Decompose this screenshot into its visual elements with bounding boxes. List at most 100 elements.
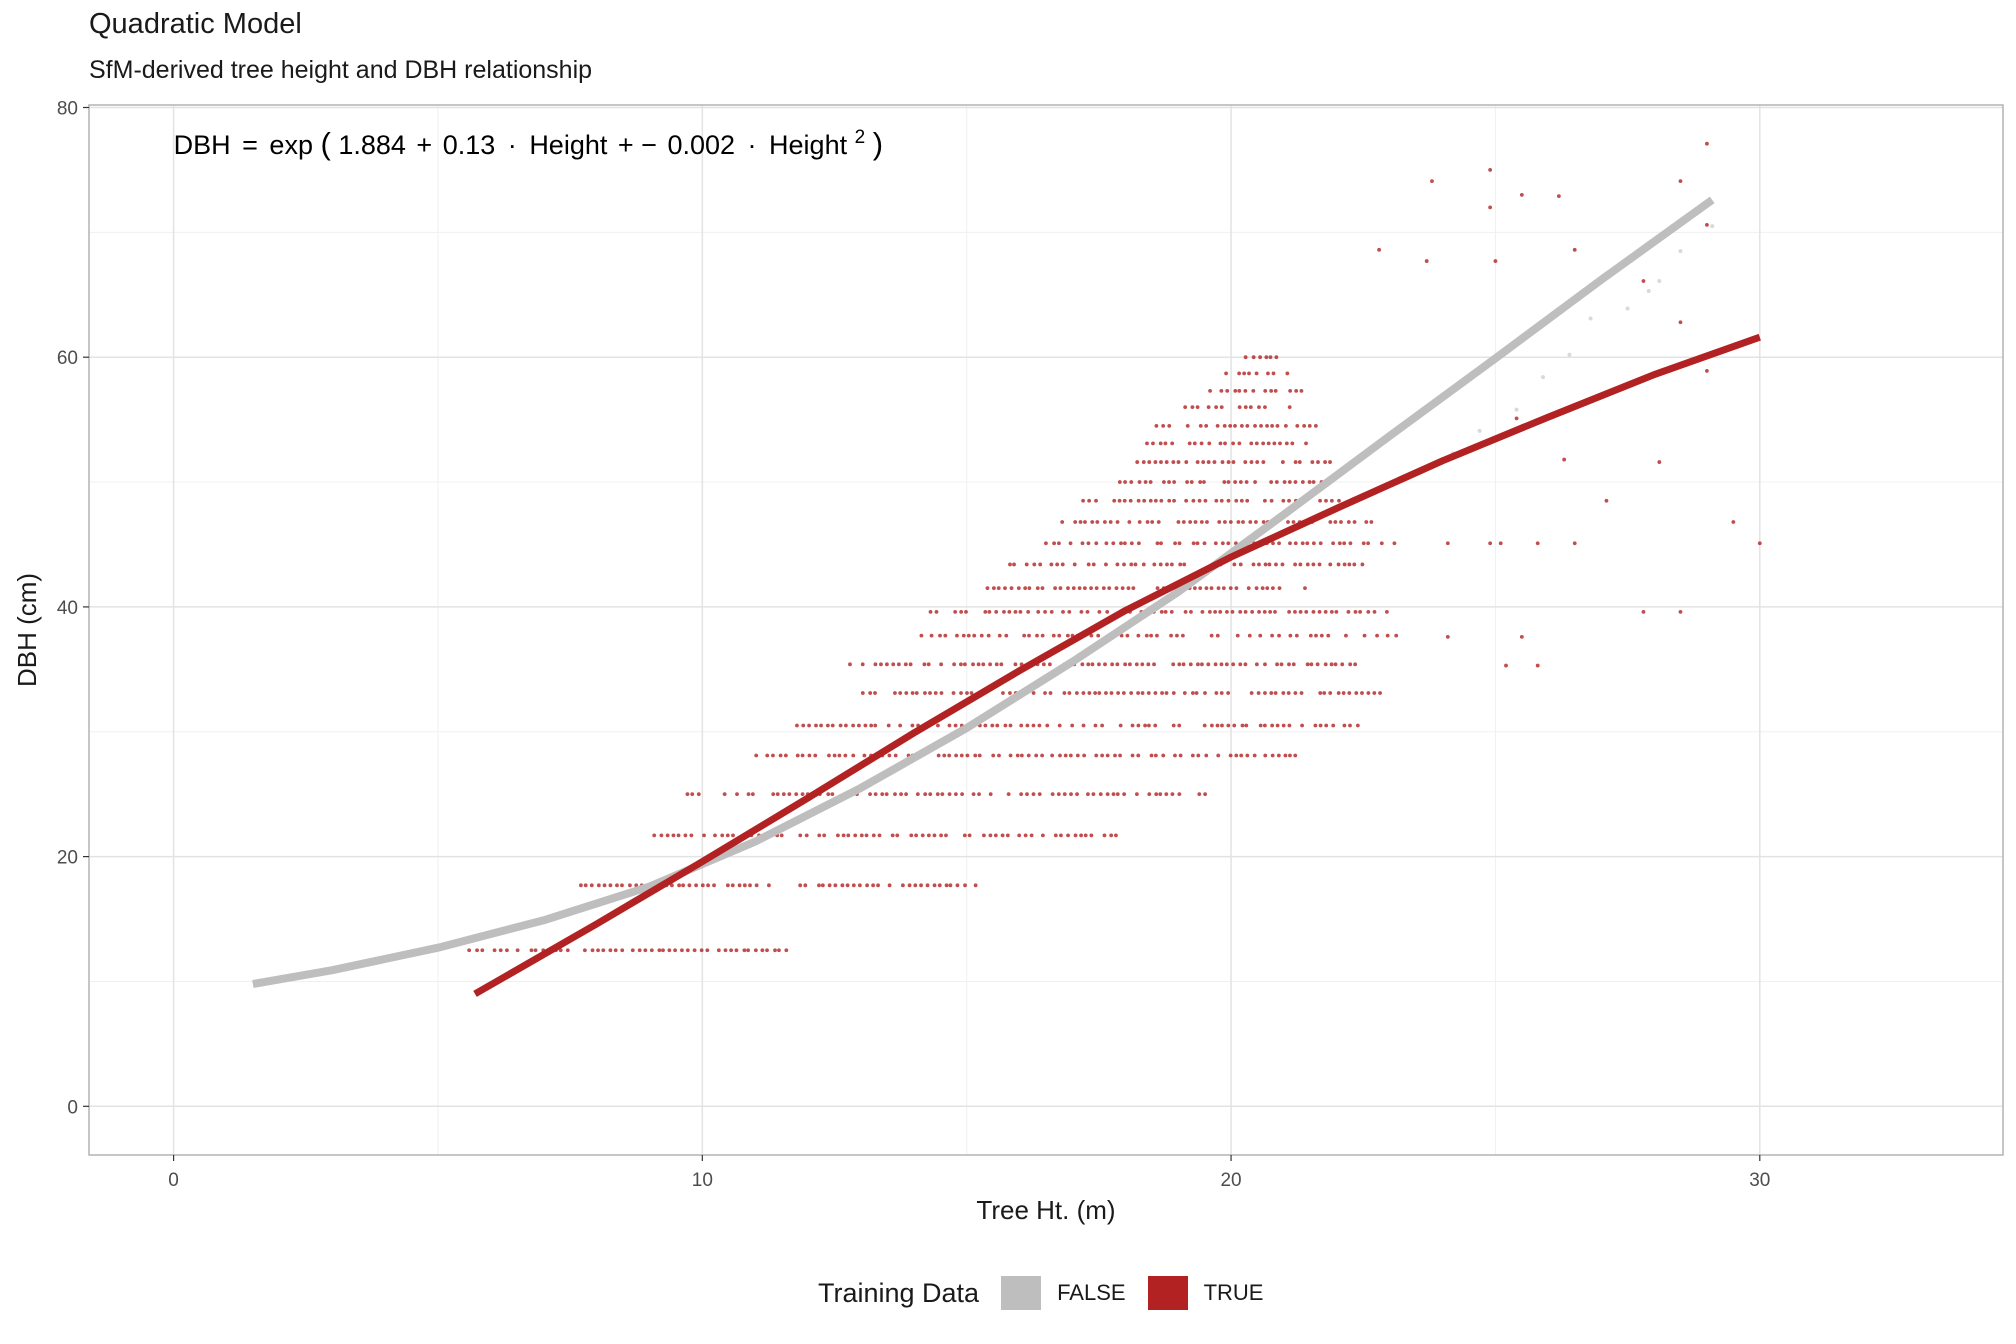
true-point	[871, 833, 876, 838]
true-point	[896, 662, 901, 667]
true-point	[1223, 441, 1227, 446]
true-point	[1163, 609, 1168, 614]
true-point	[1136, 723, 1141, 728]
true-point	[873, 792, 878, 797]
true-point	[1255, 460, 1260, 464]
true-point	[665, 833, 670, 838]
true-point	[1341, 691, 1346, 695]
true-fit-line	[473, 333, 1761, 997]
true-point	[1288, 753, 1292, 758]
true-point	[1182, 562, 1187, 567]
true-point	[1328, 460, 1332, 464]
true-point	[1083, 833, 1088, 838]
true-point	[1009, 586, 1014, 591]
true-point	[1081, 498, 1085, 503]
true-point	[991, 753, 996, 758]
true-point	[1075, 753, 1080, 758]
true-point	[1094, 586, 1099, 591]
true-point	[844, 723, 848, 728]
true-point	[1147, 460, 1152, 464]
true-point	[1237, 371, 1242, 376]
true-point	[1212, 460, 1217, 464]
true-point	[1258, 633, 1263, 638]
true-point	[1204, 586, 1209, 591]
true-point	[1271, 371, 1276, 376]
true-point	[953, 792, 958, 797]
true-point	[1277, 633, 1281, 638]
true-point	[929, 633, 934, 638]
true-point	[1025, 792, 1029, 797]
true-point	[1678, 609, 1683, 614]
false-point	[1625, 306, 1630, 311]
true-point	[1050, 753, 1055, 758]
true-point	[1159, 609, 1164, 614]
true-point	[680, 948, 684, 953]
eq-paren-open: (	[320, 126, 331, 161]
true-point	[948, 883, 953, 888]
true-point	[1234, 498, 1239, 503]
true-point	[1117, 480, 1122, 484]
true-point	[1205, 520, 1209, 524]
true-point	[1261, 441, 1266, 446]
true-point	[895, 833, 900, 838]
true-point	[1254, 520, 1258, 524]
true-point	[1182, 691, 1187, 695]
true-point	[1025, 723, 1030, 728]
chart-title: Quadratic Model	[89, 8, 302, 40]
true-point	[1040, 833, 1045, 838]
true-point	[1074, 691, 1079, 695]
true-point	[907, 883, 912, 888]
true-point	[671, 833, 676, 838]
true-point	[935, 792, 940, 797]
true-point	[787, 792, 792, 797]
true-point	[890, 833, 895, 838]
true-point	[533, 948, 538, 953]
true-point	[1158, 441, 1163, 446]
true-point	[1129, 541, 1134, 546]
true-point	[1189, 480, 1194, 484]
true-point	[620, 883, 624, 888]
true-point	[1384, 609, 1389, 614]
true-point	[1078, 520, 1083, 524]
true-point	[1158, 792, 1163, 797]
true-point	[909, 833, 914, 838]
true-point	[1305, 562, 1310, 567]
true-point	[1249, 691, 1254, 695]
true-point	[1158, 562, 1163, 567]
true-point	[1115, 520, 1120, 524]
true-point	[893, 753, 898, 758]
true-point	[1287, 405, 1292, 410]
true-point	[579, 883, 583, 888]
true-point	[1328, 691, 1333, 695]
true-point	[1095, 520, 1100, 524]
true-point	[1220, 460, 1225, 464]
true-point	[1705, 141, 1709, 146]
true-point	[944, 883, 949, 888]
true-point	[1445, 634, 1450, 639]
true-point	[620, 948, 625, 953]
true-point	[1372, 691, 1377, 695]
true-point	[1031, 792, 1036, 797]
true-point	[1123, 480, 1127, 484]
true-point	[1067, 691, 1072, 695]
true-point	[1008, 753, 1013, 758]
true-point	[943, 633, 948, 638]
true-point	[781, 792, 786, 797]
true-point	[1073, 833, 1078, 838]
true-point	[960, 792, 964, 797]
true-point	[1114, 833, 1118, 838]
true-point	[1114, 586, 1119, 591]
true-point	[677, 883, 682, 888]
true-point	[1249, 460, 1254, 464]
true-point	[1136, 498, 1141, 503]
true-point	[1137, 520, 1142, 524]
true-point	[1008, 691, 1012, 695]
true-point	[613, 948, 618, 953]
true-point	[1239, 753, 1244, 758]
true-point	[1378, 691, 1382, 695]
true-point	[1318, 723, 1323, 728]
true-point	[667, 948, 672, 953]
true-point	[1275, 723, 1280, 728]
true-point	[1203, 792, 1208, 797]
true-point	[669, 883, 674, 888]
